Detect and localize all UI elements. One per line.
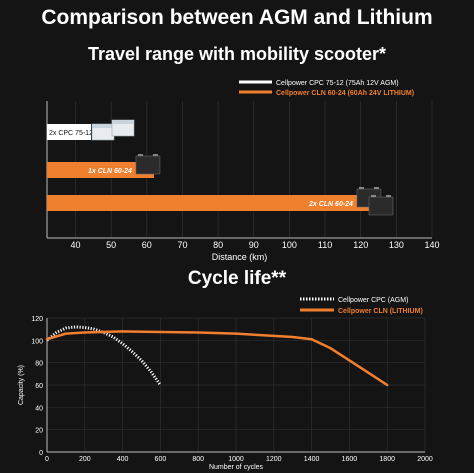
y-tick-label: 40	[35, 405, 43, 412]
bar-label: 2x CPC 75-12	[49, 130, 93, 137]
range-chart-title: Travel range with mobility scooter*	[87, 44, 387, 64]
battery-lid	[92, 124, 114, 128]
battery-terminal	[358, 187, 364, 189]
series-line-agm	[46, 325, 162, 386]
x-tick-label: 50	[106, 240, 116, 250]
legend-entry: Cellpower CLN 60-24 (60Ah 24V LITHIUM)	[276, 90, 414, 97]
lithium-battery-icon	[135, 154, 161, 175]
x-tick-label: 1400	[304, 456, 320, 463]
bar	[47, 195, 375, 211]
bar	[47, 124, 91, 140]
x-tick-label: 800	[192, 456, 204, 463]
cycle-chart-title: Cycle life**	[187, 268, 287, 289]
x-tick-label: 60	[142, 240, 152, 250]
y-tick-label: 100	[31, 338, 43, 345]
x-tick-label: 1800	[379, 456, 395, 463]
y-tick-label: 0	[39, 450, 43, 457]
legend-entry: Cellpower CPC 75-12 (75Ah 12V AGM)	[276, 80, 399, 87]
x-tick-label: 2000	[417, 456, 433, 463]
y-axis-label: Capacity (%)	[18, 365, 25, 405]
x-tick-label: 400	[117, 456, 129, 463]
x-tick-label: 70	[177, 240, 187, 250]
battery-terminal	[137, 154, 143, 156]
y-tick-label: 60	[35, 383, 43, 390]
y-tick-label: 80	[35, 361, 43, 368]
agm-battery-icon	[91, 119, 135, 141]
x-tick-label: 80	[213, 240, 223, 250]
x-tick-label: 40	[71, 240, 81, 250]
main-title: Comparison between AGM and Lithium	[41, 6, 433, 29]
x-tick-label: 120	[353, 240, 368, 250]
x-tick-label: 90	[249, 240, 259, 250]
x-tick-label: 1200	[266, 456, 282, 463]
x-tick-label: 1600	[342, 456, 358, 463]
x-axis-label: Distance (km)	[212, 252, 268, 262]
x-tick-label: 0	[45, 456, 49, 463]
x-tick-label: 600	[155, 456, 167, 463]
x-tick-label: 130	[389, 240, 404, 250]
battery-terminal	[385, 195, 391, 197]
battery-body	[368, 196, 394, 216]
lithium-battery-icon	[356, 187, 394, 216]
battery-terminal	[370, 195, 376, 197]
bar-label: 2x CLN 60-24	[308, 201, 353, 208]
battery-terminal	[152, 154, 158, 156]
x-tick-label: 140	[424, 240, 439, 250]
y-tick-label: 20	[35, 428, 43, 435]
battery-terminal	[373, 187, 379, 189]
battery-lid	[112, 120, 134, 124]
x-tick-label: 110	[318, 240, 332, 250]
y-tick-label: 120	[31, 316, 43, 323]
x-tick-label: 1000	[228, 456, 244, 463]
legend-entry: Cellpower CPC (AGM)	[338, 297, 408, 304]
x-tick-label: 100	[282, 240, 297, 250]
x-tick-label: 200	[79, 456, 91, 463]
battery-body	[135, 155, 161, 175]
series-line-lithium	[45, 330, 389, 387]
bar-label: 1x CLN 60-24	[88, 168, 132, 175]
bar	[47, 162, 154, 178]
x-axis-label: Number of cycles	[209, 464, 264, 471]
legend-entry: Cellpower CLN (LITHIUM)	[338, 308, 423, 315]
